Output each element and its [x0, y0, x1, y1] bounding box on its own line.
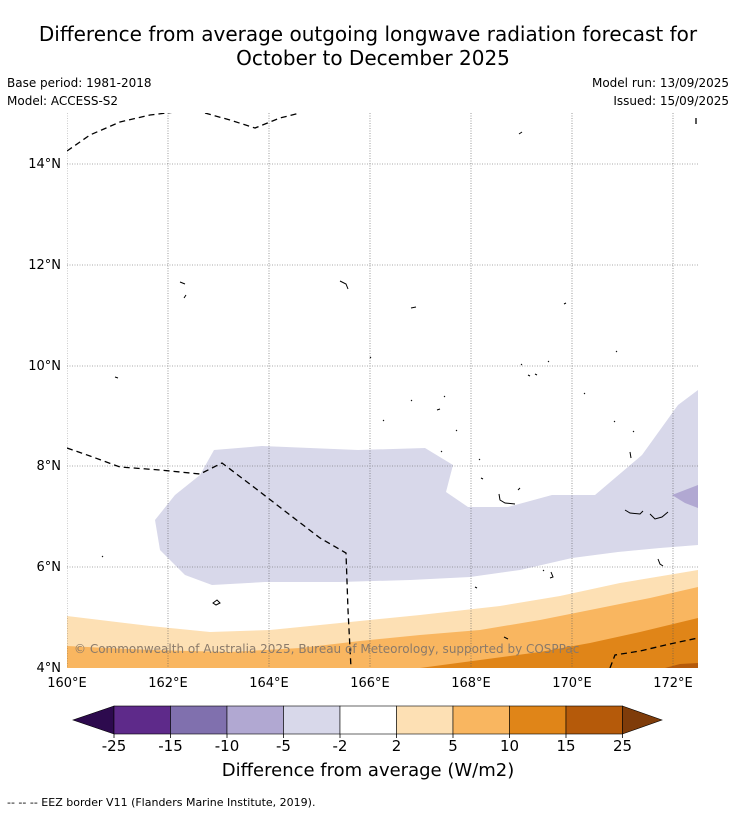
colorbar-tick-label: -25: [102, 737, 127, 755]
eez-borders: [67, 113, 698, 668]
colorbar-tick-label: -15: [158, 737, 183, 755]
copyright-notice: © Commonwealth of Australia 2025, Bureau…: [74, 642, 579, 656]
colorbar-tick-label: 5: [448, 737, 458, 755]
title-line-1: Difference from average outgoing longwav…: [38, 22, 698, 46]
colorbar-bin: [113, 705, 171, 735]
positive-anomaly-15-25: [665, 663, 698, 668]
islands: [101, 131, 669, 640]
lon-label: 170°E: [552, 676, 592, 691]
base-period: Base period: 1981-2018: [7, 76, 152, 90]
map-title: Difference from average outgoing longwav…: [0, 22, 736, 70]
lon-label: 166°E: [350, 676, 390, 691]
title-line-2: October to December 2025: [236, 46, 510, 70]
latitude-labels: 14°N 12°N 10°N 8°N 6°N 4°N: [28, 157, 61, 676]
colorbar-bin: [339, 705, 397, 735]
lat-label: 4°N: [37, 661, 62, 676]
lat-label: 14°N: [28, 157, 61, 172]
colorbar-tick-label: -10: [215, 737, 240, 755]
graticule: [67, 113, 698, 668]
colorbar-bin: [509, 705, 567, 735]
longitude-labels: 160°E 162°E 164°E 166°E 168°E 170°E 172°…: [47, 676, 693, 691]
colorbar-tick-label: -2: [333, 737, 348, 755]
color-legend: -25 -15 -10 -5 -2 2 5 10 15 25: [72, 705, 663, 755]
colorbar-tick-label: 2: [392, 737, 402, 755]
lat-label: 12°N: [28, 258, 61, 273]
negative-anomaly-region: [155, 390, 698, 585]
lon-label: 162°E: [148, 676, 188, 691]
lon-label: 168°E: [451, 676, 491, 691]
colorbar-bin: [396, 705, 454, 735]
meta-left: Base period: 1981-2018 Model: ACCESS-S2: [7, 74, 152, 110]
colorbar-bin: [226, 705, 284, 735]
model-name: Model: ACCESS-S2: [7, 94, 119, 108]
lon-label: 172°E: [653, 676, 693, 691]
positive-anomaly-5-10: [67, 587, 698, 668]
eez-footnote: -- -- -- EEZ border V11 (Flanders Marine…: [7, 796, 316, 809]
colorbar-bin: [170, 705, 228, 735]
lon-label: 160°E: [47, 676, 87, 691]
colorbar-extend-low: [72, 705, 115, 735]
colorbar-extend-high: [622, 705, 663, 735]
colorbar-bin: [452, 705, 510, 735]
colorbar-title: Difference from average (W/m2): [221, 760, 515, 781]
colorbar-tick-label: -5: [276, 737, 291, 755]
issued-date: Issued: 15/09/2025: [613, 94, 729, 108]
colorbar-bin: [565, 705, 623, 735]
lat-label: 8°N: [37, 459, 62, 474]
meta-right: Model run: 13/09/2025 Issued: 15/09/2025: [592, 74, 729, 110]
colorbar-tick-label: 10: [500, 737, 519, 755]
negative-anomaly-core: [672, 485, 698, 508]
lat-label: 10°N: [28, 359, 61, 374]
map-area: © Commonwealth of Australia 2025, Bureau…: [67, 113, 698, 668]
colorbar-bin: [283, 705, 341, 735]
positive-anomaly-10-15: [420, 618, 698, 668]
colorbar-tick-label: 25: [613, 737, 632, 755]
lon-label: 164°E: [249, 676, 289, 691]
model-run: Model run: 13/09/2025: [591, 76, 729, 90]
colorbar-tick-label: 15: [556, 737, 575, 755]
lat-label: 6°N: [37, 560, 62, 575]
